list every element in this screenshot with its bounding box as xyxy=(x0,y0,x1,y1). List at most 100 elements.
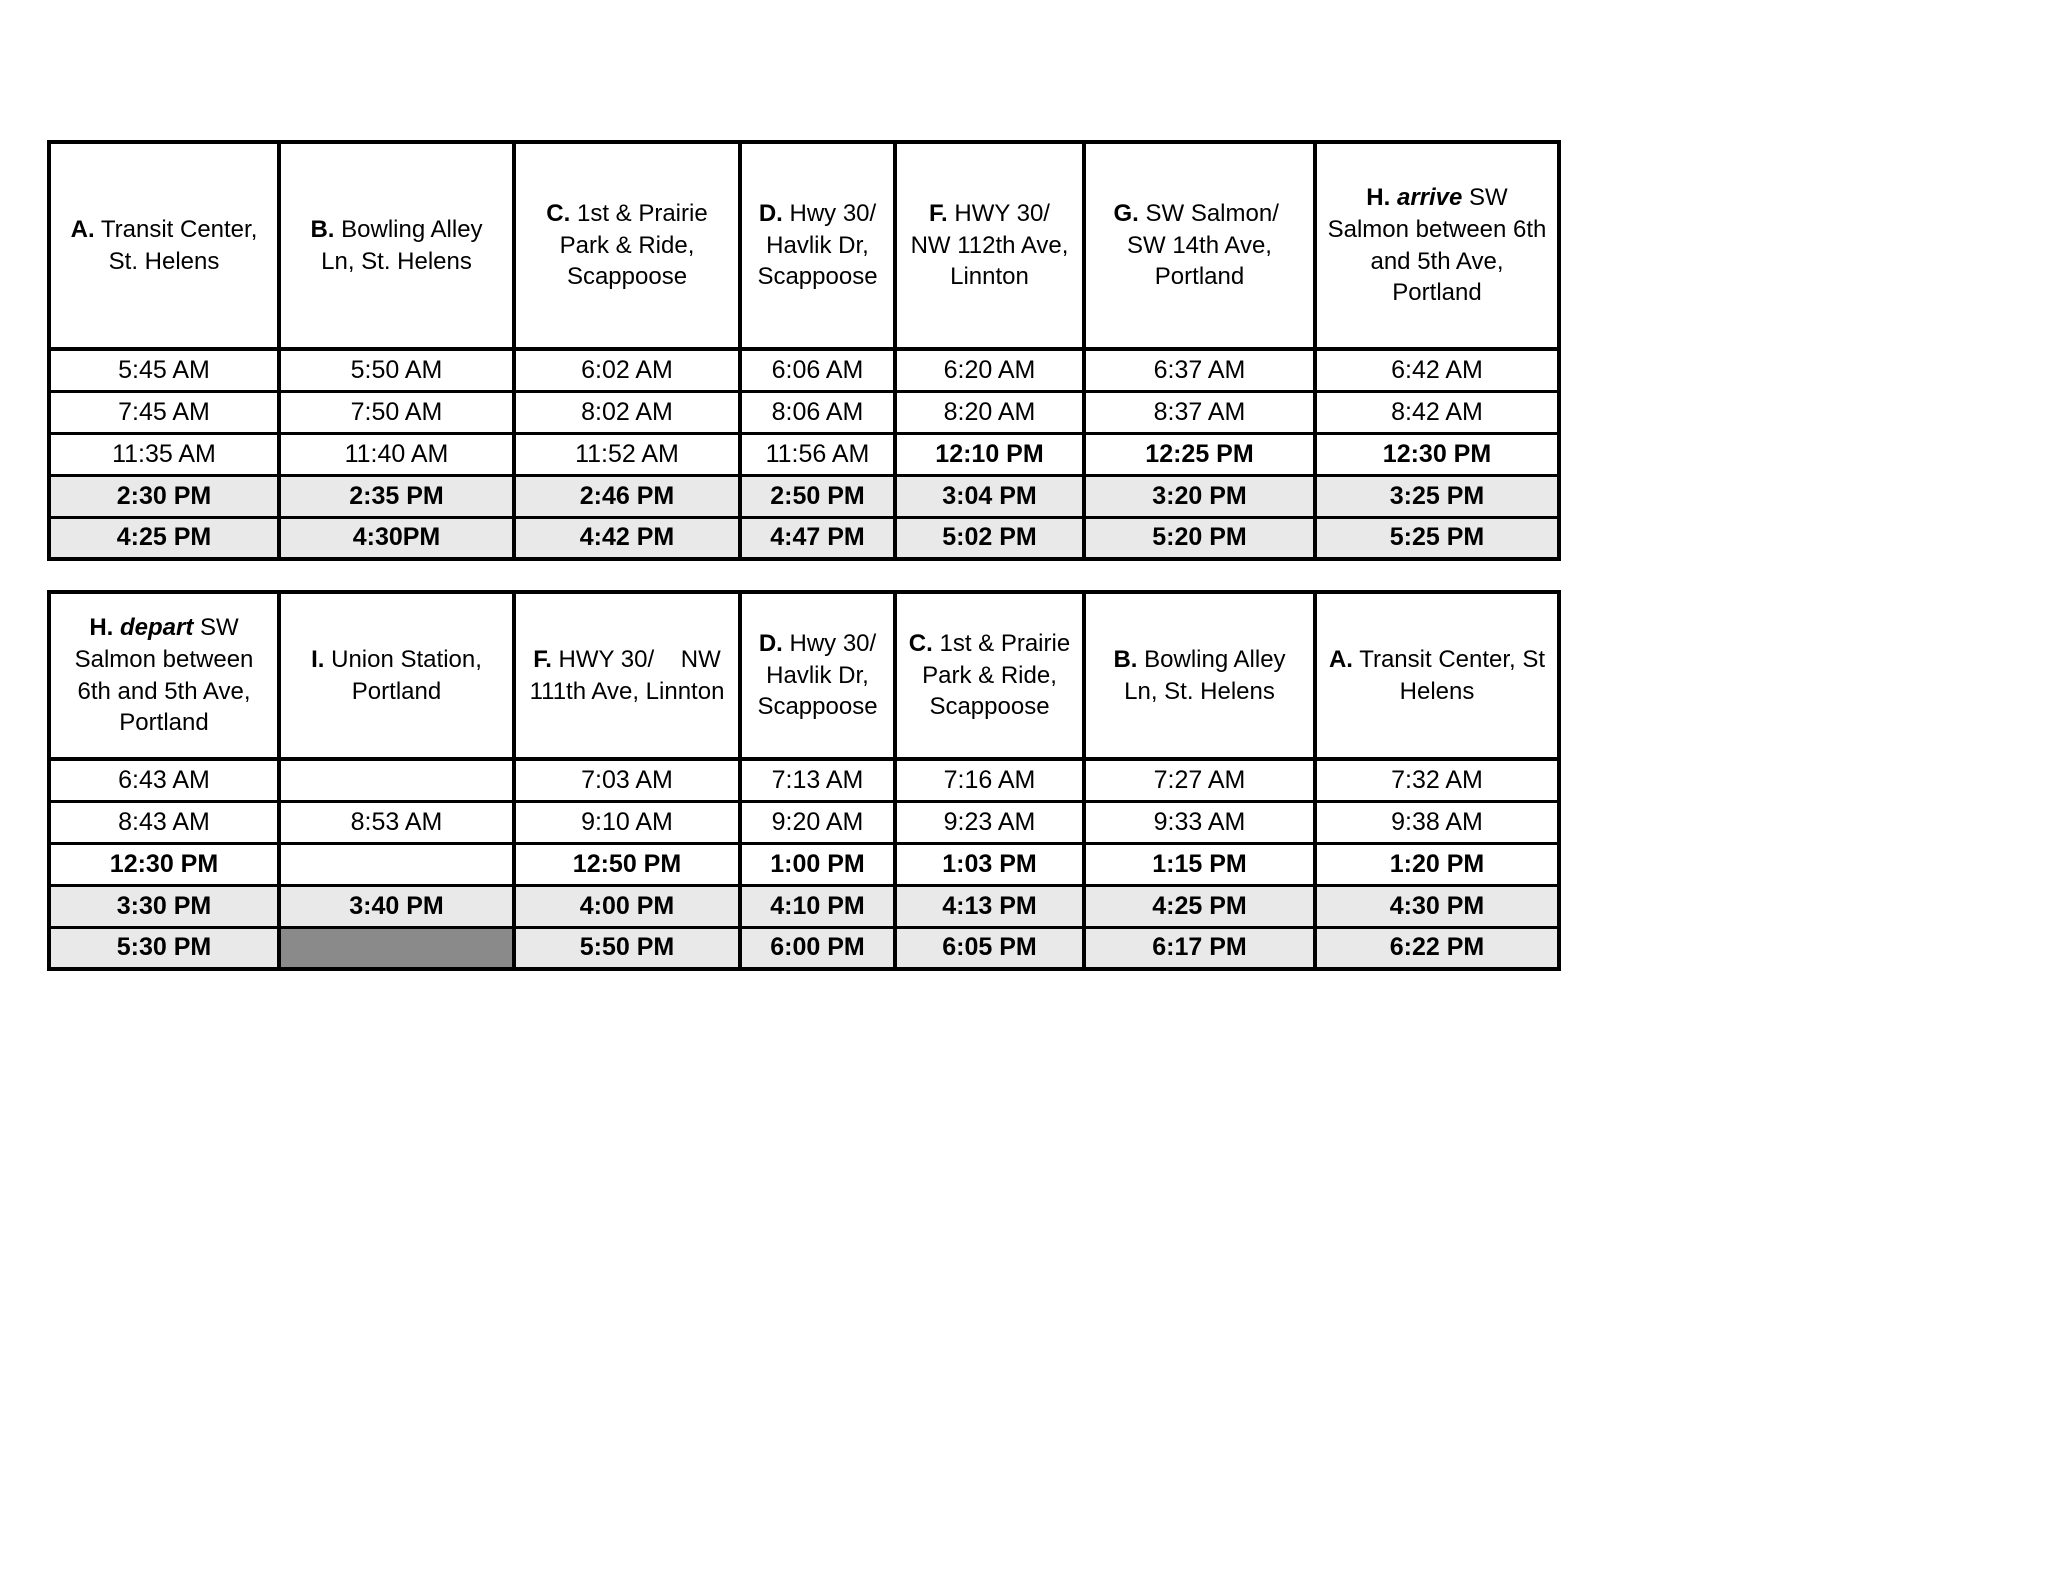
outbound-trip-row: 5:45 AM 5:50 AM 6:02 AM 6:06 AM 6:20 AM … xyxy=(47,347,1561,393)
time-cell: 9:38 AM xyxy=(1313,799,1561,845)
stop-letter: C. xyxy=(546,199,571,227)
stop-label: Hwy 30/ Havlik Dr, Scappoose xyxy=(757,629,878,721)
header-stop-c-prairie-park: C. 1st & Prairie Park & Ride, Scappoose xyxy=(893,590,1086,761)
time-cell: 6:37 AM xyxy=(1082,347,1317,393)
header-stop-a-transit-center: A. Transit Center, St. Helens xyxy=(47,140,281,351)
inbound-timetable: H. depart SW Salmon between 6th and 5th … xyxy=(47,590,1561,971)
time-cell: 8:37 AM xyxy=(1082,389,1317,435)
time-cell: 4:13 PM xyxy=(893,883,1086,929)
time-cell: 12:10 PM xyxy=(893,431,1086,477)
header-stop-a-transit-center: A. Transit Center, St Helens xyxy=(1313,590,1561,761)
inbound-header-row: H. depart SW Salmon between 6th and 5th … xyxy=(47,590,1561,761)
stop-letter: B. xyxy=(1113,645,1138,673)
outbound-timetable: A. Transit Center, St. Helens B. Bowling… xyxy=(47,140,1561,561)
stop-letter: A. xyxy=(70,215,95,243)
time-cell: 5:30 PM xyxy=(47,925,281,971)
time-cell: 5:50 AM xyxy=(277,347,516,393)
time-cell: 1:15 PM xyxy=(1082,841,1317,887)
inbound-trip-row: 6:43 AM 7:03 AM 7:13 AM 7:16 AM 7:27 AM … xyxy=(47,757,1561,803)
stop-label: 1st & Prairie Park & Ride, Scappoose xyxy=(922,629,1071,721)
time-cell: 12:25 PM xyxy=(1082,431,1317,477)
time-cell: 8:53 AM xyxy=(277,799,516,845)
stop-label: 1st & Prairie Park & Ride, Scappoose xyxy=(559,199,708,291)
time-cell: 2:30 PM xyxy=(47,473,281,519)
time-cell: 9:33 AM xyxy=(1082,799,1317,845)
header-stop-h-depart-sw-salmon: H. depart SW Salmon between 6th and 5th … xyxy=(47,590,281,761)
time-cell: 5:25 PM xyxy=(1313,515,1561,561)
stop-letter: D. xyxy=(758,199,783,227)
time-cell: 7:50 AM xyxy=(277,389,516,435)
time-cell: 5:20 PM xyxy=(1082,515,1317,561)
time-cell: 6:02 AM xyxy=(512,347,742,393)
time-cell: 1:00 PM xyxy=(738,841,897,887)
stop-label: Union Station, Portland xyxy=(331,645,482,705)
header-stop-d-havlik-dr: D. Hwy 30/ Havlik Dr, Scappoose xyxy=(738,590,897,761)
time-cell: 2:50 PM xyxy=(738,473,897,519)
outbound-header-row: A. Transit Center, St. Helens B. Bowling… xyxy=(47,140,1561,351)
time-cell: 2:46 PM xyxy=(512,473,742,519)
time-cell: 3:20 PM xyxy=(1082,473,1317,519)
stop-label: SW Salmon between 6th and 5th Ave, Portl… xyxy=(74,614,254,737)
outbound-trip-row: 2:30 PM 2:35 PM 2:46 PM 2:50 PM 3:04 PM … xyxy=(47,473,1561,519)
stop-letter: C. xyxy=(908,629,933,657)
outbound-trip-row: 11:35 AM 11:40 AM 11:52 AM 11:56 AM 12:1… xyxy=(47,431,1561,477)
outbound-trip-row: 7:45 AM 7:50 AM 8:02 AM 8:06 AM 8:20 AM … xyxy=(47,389,1561,435)
time-cell: 4:30 PM xyxy=(1313,883,1561,929)
header-stop-c-prairie-park: C. 1st & Prairie Park & Ride, Scappoose xyxy=(512,140,742,351)
stop-label: Hwy 30/ Havlik Dr, Scappoose xyxy=(757,199,878,291)
inbound-trip-row: 3:30 PM 3:40 PM 4:00 PM 4:10 PM 4:13 PM … xyxy=(47,883,1561,929)
time-cell: 7:32 AM xyxy=(1313,757,1561,803)
time-cell: 12:50 PM xyxy=(512,841,742,887)
time-cell: 8:42 AM xyxy=(1313,389,1561,435)
time-cell: 4:47 PM xyxy=(738,515,897,561)
time-cell: 5:50 PM xyxy=(512,925,742,971)
stop-label: Transit Center, St Helens xyxy=(1359,645,1546,705)
time-cell: 6:43 AM xyxy=(47,757,281,803)
stop-letter: G. xyxy=(1113,199,1139,227)
time-cell: 11:35 AM xyxy=(47,431,281,477)
time-cell: 11:56 AM xyxy=(738,431,897,477)
time-cell: 4:25 PM xyxy=(1082,883,1317,929)
time-cell: 3:30 PM xyxy=(47,883,281,929)
header-stop-f-nw-111th: F. HWY 30/ NW 111th Ave, Linnton xyxy=(512,590,742,761)
header-stop-i-union-station: I. Union Station, Portland xyxy=(277,590,516,761)
time-cell: 8:02 AM xyxy=(512,389,742,435)
header-stop-b-bowling-alley: B. Bowling Alley Ln, St. Helens xyxy=(1082,590,1317,761)
time-cell: 12:30 PM xyxy=(1313,431,1561,477)
stop-label: Bowling Alley Ln, St. Helens xyxy=(1124,645,1286,705)
stop-label: SW Salmon/ SW 14th Ave, Portland xyxy=(1127,199,1286,291)
arrive-emphasis: arrive xyxy=(1396,184,1463,212)
time-cell: 7:13 AM xyxy=(738,757,897,803)
time-cell: 6:42 AM xyxy=(1313,347,1561,393)
stop-label: Bowling Alley Ln, St. Helens xyxy=(321,215,483,275)
time-cell: 1:03 PM xyxy=(893,841,1086,887)
time-cell: 5:02 PM xyxy=(893,515,1086,561)
time-cell: 3:04 PM xyxy=(893,473,1086,519)
header-stop-d-havlik-dr: D. Hwy 30/ Havlik Dr, Scappoose xyxy=(738,140,897,351)
header-stop-f-nw-112th: F. HWY 30/ NW 112th Ave, Linnton xyxy=(893,140,1086,351)
stop-letter: F. xyxy=(533,645,552,673)
time-cell: 2:35 PM xyxy=(277,473,516,519)
blocked-cell xyxy=(277,757,516,803)
time-cell: 6:20 AM xyxy=(893,347,1086,393)
time-cell: 4:30PM xyxy=(277,515,516,561)
time-cell: 11:40 AM xyxy=(277,431,516,477)
time-cell: 6:06 AM xyxy=(738,347,897,393)
time-cell: 9:23 AM xyxy=(893,799,1086,845)
time-cell: 3:25 PM xyxy=(1313,473,1561,519)
time-cell: 6:17 PM xyxy=(1082,925,1317,971)
stop-label: SW Salmon between 6th and 5th Ave, Portl… xyxy=(1327,184,1547,307)
stop-label: HWY 30/ NW 111th Ave, Linnton xyxy=(529,645,725,705)
time-cell: 8:20 AM xyxy=(893,389,1086,435)
header-stop-h-arrive-sw-salmon: H. arrive SW Salmon between 6th and 5th … xyxy=(1313,140,1561,351)
time-cell: 12:30 PM xyxy=(47,841,281,887)
time-cell: 7:27 AM xyxy=(1082,757,1317,803)
stop-letter: F. xyxy=(929,199,948,227)
time-cell: 11:52 AM xyxy=(512,431,742,477)
stop-letter: B. xyxy=(310,215,335,243)
time-cell: 9:20 AM xyxy=(738,799,897,845)
stop-letter: D. xyxy=(758,629,783,657)
stop-letter: H. xyxy=(89,614,114,642)
blocked-cell xyxy=(277,841,516,887)
time-cell: 6:05 PM xyxy=(893,925,1086,971)
